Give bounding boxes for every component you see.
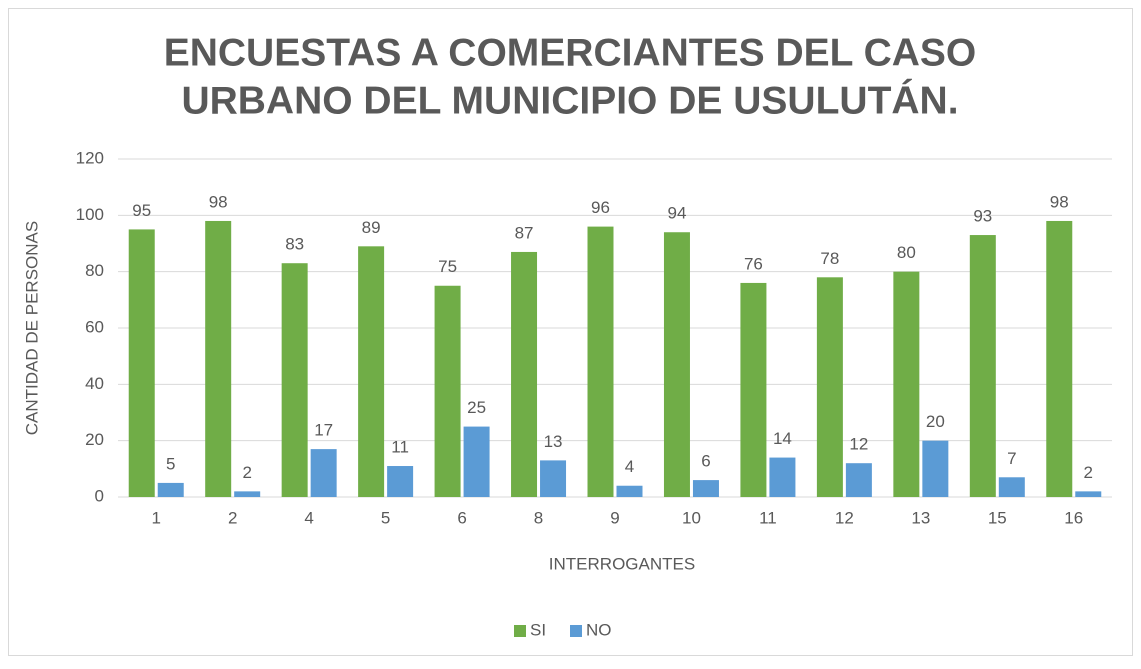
data-label: 83 — [285, 235, 304, 254]
bar — [587, 226, 614, 497]
x-tick-label: 2 — [228, 508, 237, 527]
y-tick-label: 100 — [76, 205, 104, 224]
data-label: 17 — [314, 421, 333, 440]
data-label: 20 — [926, 412, 945, 431]
data-label: 80 — [897, 243, 916, 262]
y-tick-label: 60 — [85, 317, 104, 336]
bar — [845, 463, 872, 497]
data-label: 2 — [1084, 463, 1093, 482]
legend-label: NO — [586, 620, 612, 639]
data-label: 4 — [625, 457, 634, 476]
data-label: 14 — [773, 429, 792, 448]
data-label: 76 — [744, 254, 763, 273]
legend-swatch — [514, 625, 526, 637]
x-tick-label: 11 — [759, 508, 777, 527]
data-label: 78 — [820, 249, 839, 268]
data-label: 12 — [849, 435, 868, 454]
bar — [893, 271, 920, 497]
x-tick-label: 4 — [304, 508, 313, 527]
bar — [692, 480, 719, 497]
x-tick-label: 8 — [534, 508, 543, 527]
bar — [310, 449, 337, 497]
data-label: 6 — [701, 452, 710, 471]
chart-title: URBANO DEL MUNICIPIO DE USULUTÁN. — [181, 78, 958, 122]
x-tick-label: 16 — [1064, 508, 1083, 527]
bar — [769, 457, 796, 497]
bar — [387, 466, 414, 497]
bar — [969, 235, 996, 498]
bar — [157, 482, 184, 497]
chart-title: ENCUESTAS A COMERCIANTES DEL CASO — [164, 31, 977, 74]
bar — [205, 220, 232, 497]
bar — [281, 263, 308, 497]
bar — [358, 246, 385, 497]
data-label: 98 — [209, 192, 228, 211]
data-label: 94 — [668, 204, 687, 223]
bar — [540, 460, 567, 497]
x-tick-label: 15 — [988, 508, 1007, 527]
chart-border — [8, 8, 1133, 656]
x-tick-label: 9 — [610, 508, 619, 527]
data-label: 96 — [591, 198, 610, 217]
data-label: 13 — [544, 432, 563, 451]
x-tick-label: 6 — [457, 508, 466, 527]
data-label: 95 — [132, 201, 151, 220]
data-label: 25 — [467, 398, 486, 417]
data-label: 87 — [515, 223, 534, 242]
data-label: 98 — [1050, 192, 1069, 211]
bar — [740, 282, 767, 497]
data-label: 75 — [438, 257, 457, 276]
bar — [234, 491, 261, 497]
legend-label: SI — [530, 620, 546, 639]
data-label: 5 — [166, 454, 175, 473]
bar — [511, 251, 538, 497]
bar — [463, 426, 490, 497]
y-tick-label: 0 — [95, 486, 104, 505]
y-tick-label: 80 — [85, 261, 104, 280]
bar — [616, 485, 643, 497]
legend-swatch — [570, 625, 582, 637]
y-tick-label: 120 — [76, 148, 104, 167]
data-label: 93 — [973, 207, 992, 226]
bar — [816, 277, 843, 497]
bar — [922, 440, 949, 497]
data-label: 2 — [242, 463, 251, 482]
bar — [663, 232, 690, 497]
data-label: 7 — [1007, 449, 1016, 468]
bar — [1046, 220, 1073, 497]
bar — [1075, 491, 1102, 497]
bar — [434, 285, 461, 497]
x-tick-label: 13 — [911, 508, 930, 527]
x-tick-label: 5 — [381, 508, 390, 527]
bar — [128, 229, 155, 497]
bar — [998, 477, 1025, 497]
x-tick-label: 12 — [835, 508, 854, 527]
x-tick-label: 1 — [151, 508, 160, 527]
x-tick-label: 10 — [682, 508, 701, 527]
y-tick-label: 20 — [85, 430, 104, 449]
y-tick-label: 40 — [85, 374, 104, 393]
x-axis-label: INTERROGANTES — [549, 554, 695, 573]
y-axis-label: CANTIDAD DE PERSONAS — [22, 221, 41, 435]
data-label: 11 — [391, 438, 409, 457]
data-label: 89 — [362, 218, 381, 237]
